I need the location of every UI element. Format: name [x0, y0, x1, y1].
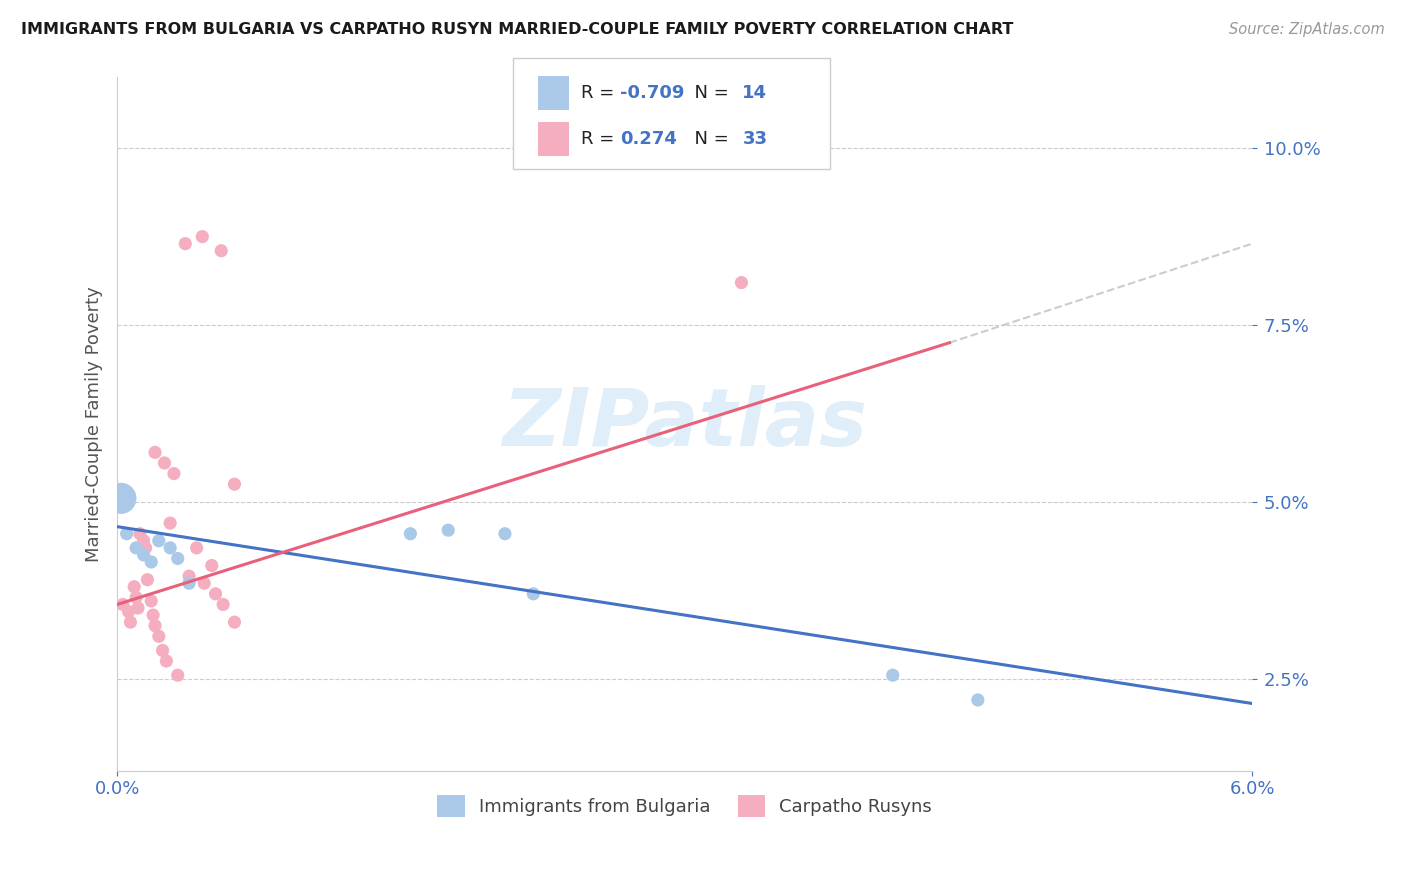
Point — [143, 445, 166, 459]
Point — [212, 598, 235, 612]
Point — [135, 541, 157, 555]
Text: Source: ZipAtlas.com: Source: ZipAtlas.com — [1229, 22, 1385, 37]
Point — [136, 573, 159, 587]
Point — [730, 276, 752, 290]
Point — [117, 605, 139, 619]
Point — [494, 526, 516, 541]
Point — [132, 533, 155, 548]
Point — [141, 594, 163, 608]
Point — [128, 526, 150, 541]
Text: IMMIGRANTS FROM BULGARIA VS CARPATHO RUSYN MARRIED-COUPLE FAMILY POVERTY CORRELA: IMMIGRANTS FROM BULGARIA VS CARPATHO RUS… — [21, 22, 1014, 37]
Point — [163, 467, 186, 481]
Point — [153, 456, 176, 470]
Point — [882, 668, 904, 682]
Point — [141, 555, 163, 569]
Text: N =: N = — [683, 84, 735, 103]
Point — [122, 580, 145, 594]
Point — [166, 668, 188, 682]
Point — [166, 551, 188, 566]
Point — [152, 643, 174, 657]
Point — [125, 541, 148, 555]
Point — [132, 548, 155, 562]
Point — [174, 236, 197, 251]
Text: R =: R = — [581, 130, 626, 148]
Point — [125, 591, 148, 605]
Point — [159, 516, 181, 530]
Y-axis label: Married-Couple Family Poverty: Married-Couple Family Poverty — [86, 286, 103, 562]
Point — [115, 526, 138, 541]
Point — [177, 576, 200, 591]
Legend: Immigrants from Bulgaria, Carpatho Rusyns: Immigrants from Bulgaria, Carpatho Rusyn… — [430, 788, 939, 824]
Text: -0.709: -0.709 — [620, 84, 685, 103]
Point — [522, 587, 544, 601]
Point — [437, 523, 460, 537]
Point — [201, 558, 224, 573]
Point — [204, 587, 226, 601]
Point — [110, 491, 132, 506]
Point — [142, 608, 165, 623]
Point — [224, 615, 246, 629]
Point — [209, 244, 232, 258]
Point — [399, 526, 422, 541]
Text: 0.274: 0.274 — [620, 130, 676, 148]
Point — [224, 477, 246, 491]
Point — [127, 601, 149, 615]
Point — [120, 615, 142, 629]
Point — [186, 541, 208, 555]
Text: 33: 33 — [742, 130, 768, 148]
Text: ZIPatlas: ZIPatlas — [502, 385, 868, 463]
Text: R =: R = — [581, 84, 620, 103]
Text: 14: 14 — [742, 84, 768, 103]
Point — [177, 569, 200, 583]
Point — [148, 533, 170, 548]
Point — [155, 654, 177, 668]
Point — [191, 229, 214, 244]
Point — [193, 576, 215, 591]
Point — [159, 541, 181, 555]
Point — [111, 598, 134, 612]
Point — [143, 618, 166, 632]
Point — [148, 629, 170, 643]
Point — [966, 693, 988, 707]
Text: N =: N = — [683, 130, 735, 148]
